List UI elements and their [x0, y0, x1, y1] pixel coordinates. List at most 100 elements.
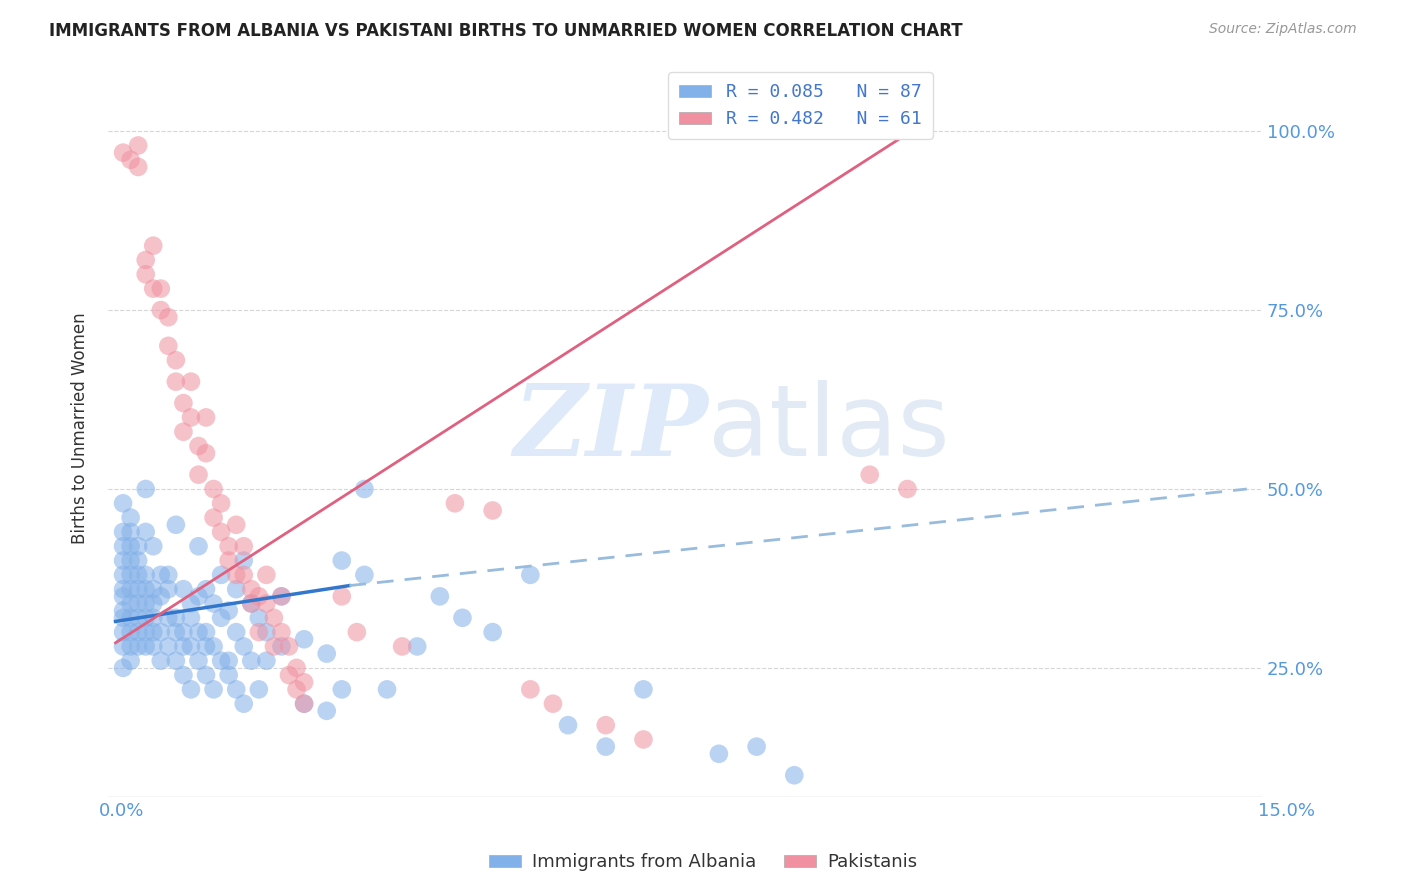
Point: [481, 625, 503, 640]
Point: [247, 682, 270, 697]
Point: [120, 524, 142, 539]
Point: [218, 668, 240, 682]
Point: [595, 739, 617, 754]
Point: [172, 668, 194, 682]
Point: [127, 582, 149, 597]
Point: [112, 661, 135, 675]
Point: [557, 718, 579, 732]
Point: [112, 145, 135, 160]
Point: [232, 539, 254, 553]
Point: [149, 282, 172, 296]
Point: [263, 611, 285, 625]
Point: [240, 582, 263, 597]
Point: [135, 597, 157, 611]
Point: [745, 739, 768, 754]
Point: [195, 410, 218, 425]
Point: [165, 375, 187, 389]
Point: [172, 582, 194, 597]
Point: [165, 611, 187, 625]
Point: [406, 640, 429, 654]
Point: [120, 597, 142, 611]
Point: [195, 582, 218, 597]
Point: [247, 611, 270, 625]
Point: [270, 625, 292, 640]
Point: [285, 682, 308, 697]
Point: [120, 510, 142, 524]
Point: [209, 567, 232, 582]
Point: [707, 747, 730, 761]
Point: [120, 654, 142, 668]
Point: [112, 524, 135, 539]
Point: [187, 590, 209, 604]
Point: [232, 640, 254, 654]
Point: [127, 553, 149, 567]
Text: Source: ZipAtlas.com: Source: ZipAtlas.com: [1209, 22, 1357, 37]
Point: [247, 625, 270, 640]
Point: [270, 590, 292, 604]
Point: [292, 697, 315, 711]
Point: [209, 524, 232, 539]
Point: [315, 647, 337, 661]
Point: [135, 524, 157, 539]
Point: [270, 640, 292, 654]
Point: [149, 654, 172, 668]
Point: [127, 567, 149, 582]
Point: [263, 640, 285, 654]
Point: [157, 611, 180, 625]
Point: [112, 590, 135, 604]
Point: [127, 640, 149, 654]
Point: [225, 625, 247, 640]
Point: [135, 482, 157, 496]
Text: atlas: atlas: [709, 380, 949, 476]
Point: [633, 682, 655, 697]
Point: [209, 654, 232, 668]
Point: [172, 425, 194, 439]
Point: [127, 138, 149, 153]
Legend: Immigrants from Albania, Pakistanis: Immigrants from Albania, Pakistanis: [482, 847, 924, 879]
Point: [225, 682, 247, 697]
Point: [225, 517, 247, 532]
Point: [330, 590, 353, 604]
Point: [315, 704, 337, 718]
Point: [120, 567, 142, 582]
Legend: R = 0.085   N = 87, R = 0.482   N = 61: R = 0.085 N = 87, R = 0.482 N = 61: [668, 72, 932, 139]
Point: [187, 439, 209, 453]
Point: [165, 625, 187, 640]
Text: IMMIGRANTS FROM ALBANIA VS PAKISTANI BIRTHS TO UNMARRIED WOMEN CORRELATION CHART: IMMIGRANTS FROM ALBANIA VS PAKISTANI BIR…: [49, 22, 963, 40]
Point: [481, 503, 503, 517]
Point: [157, 310, 180, 325]
Point: [330, 682, 353, 697]
Point: [120, 582, 142, 597]
Text: ZIP: ZIP: [513, 380, 709, 476]
Point: [127, 160, 149, 174]
Point: [187, 625, 209, 640]
Point: [451, 611, 474, 625]
Point: [633, 732, 655, 747]
Text: 15.0%: 15.0%: [1257, 802, 1315, 820]
Point: [112, 553, 135, 567]
Point: [859, 467, 882, 482]
Point: [142, 539, 165, 553]
Point: [218, 654, 240, 668]
Point: [254, 654, 277, 668]
Point: [135, 625, 157, 640]
Point: [135, 567, 157, 582]
Point: [391, 640, 413, 654]
Point: [157, 640, 180, 654]
Point: [240, 597, 263, 611]
Point: [149, 590, 172, 604]
Point: [195, 640, 218, 654]
Point: [112, 496, 135, 510]
Point: [896, 482, 918, 496]
Point: [209, 496, 232, 510]
Point: [142, 640, 165, 654]
Point: [180, 410, 202, 425]
Point: [135, 640, 157, 654]
Point: [353, 482, 375, 496]
Point: [142, 282, 165, 296]
Point: [112, 582, 135, 597]
Point: [112, 611, 135, 625]
Point: [232, 567, 254, 582]
Point: [209, 611, 232, 625]
Point: [120, 553, 142, 567]
